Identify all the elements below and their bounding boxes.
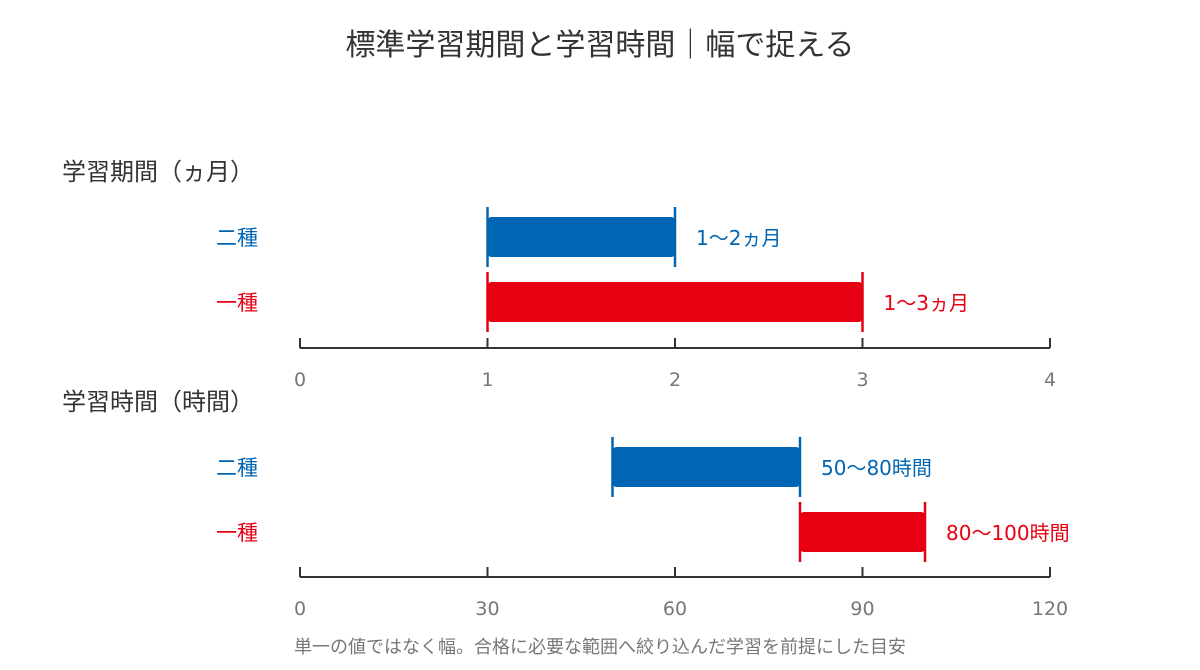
category-label: 一種 (216, 291, 258, 315)
range-bar (612, 447, 800, 487)
footnote: 単一の値ではなく幅。合格に必要な範囲へ絞り込んだ学習を前提にした目安 (294, 637, 906, 658)
range-bar (487, 282, 863, 322)
x-tick-label: 0 (294, 598, 306, 620)
range-value-label: 1〜2ヵ月 (696, 226, 781, 250)
chart-title: 標準学習期間と学習時間｜幅で捉える (345, 28, 854, 63)
category-label: 一種 (216, 521, 258, 545)
x-tick-label: 90 (850, 598, 874, 620)
panel-title-period: 学習期間（ヵ月） (62, 158, 254, 186)
x-tick-label: 0 (294, 369, 306, 391)
x-tick-label: 2 (669, 369, 681, 391)
x-tick-label: 1 (481, 369, 493, 391)
x-tick-label: 30 (475, 598, 499, 620)
panel-title-hours: 学習時間（時間） (62, 388, 254, 416)
x-tick-label: 60 (663, 598, 687, 620)
range-value-label: 1〜3ヵ月 (884, 291, 969, 315)
x-tick-label: 3 (856, 369, 868, 391)
range-bar (487, 217, 675, 257)
range-value-label: 50〜80時間 (821, 456, 932, 480)
category-label: 二種 (216, 226, 258, 250)
category-label: 二種 (216, 456, 258, 480)
x-tick-label: 4 (1044, 369, 1056, 391)
x-tick-label: 120 (1032, 598, 1068, 620)
range-bar (800, 512, 925, 552)
range-value-label: 80〜100時間 (946, 521, 1070, 545)
